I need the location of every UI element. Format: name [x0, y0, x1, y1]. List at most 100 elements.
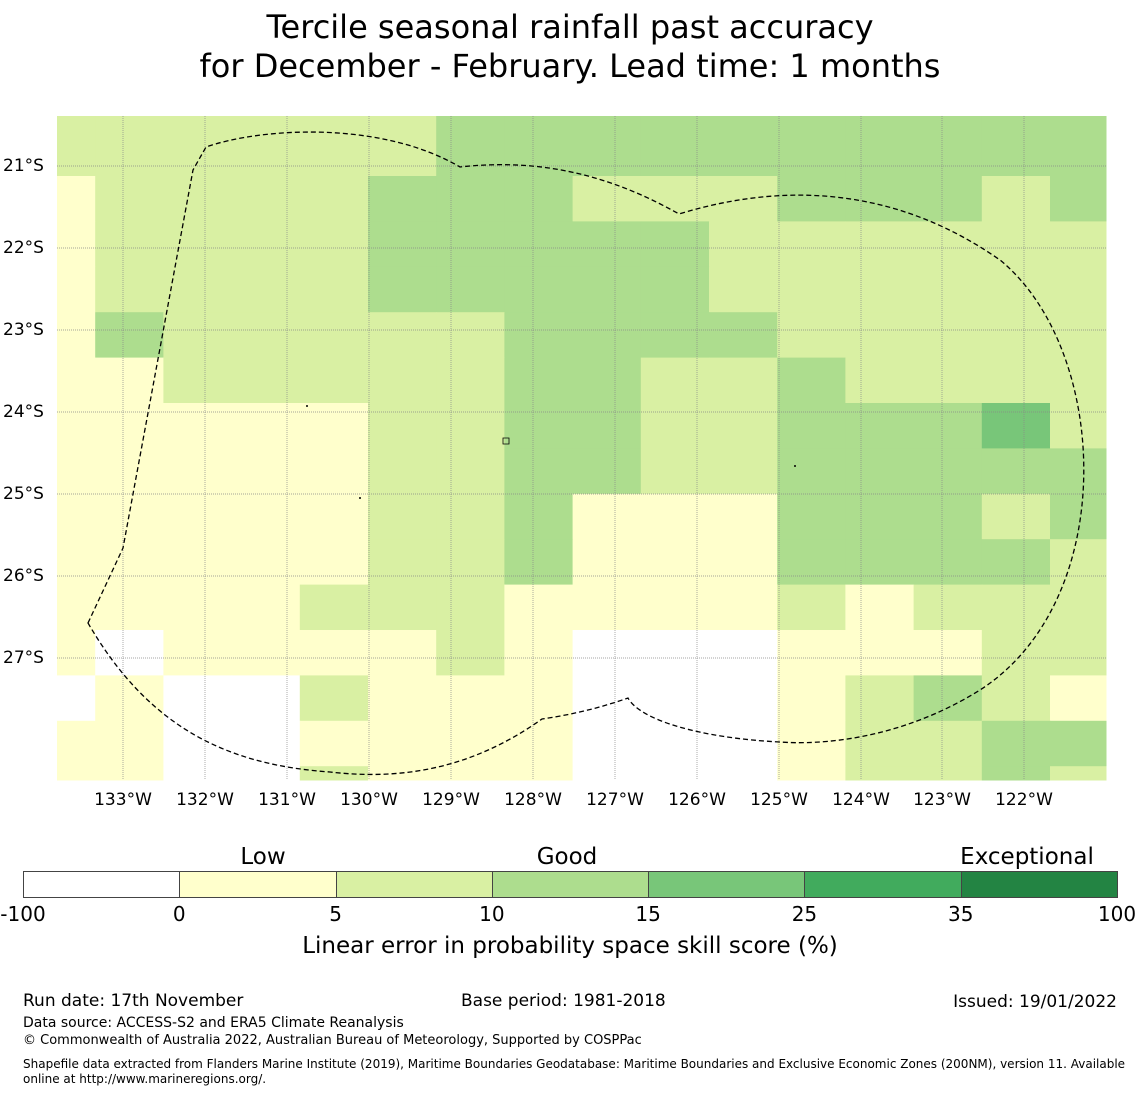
grid-cell [368, 630, 437, 676]
grid-cell [1050, 766, 1107, 781]
grid-cell [845, 221, 915, 268]
grid-cell [913, 312, 983, 359]
grid-cell [368, 584, 437, 631]
grid-cell [436, 116, 505, 177]
grid-cell [504, 312, 574, 359]
grid-cell [95, 493, 164, 540]
grid-cell [231, 403, 301, 449]
grid-cell [57, 357, 96, 404]
grid-cell [163, 493, 233, 540]
grid-cell [95, 720, 164, 767]
latitude-tick-label: 21°S [3, 156, 44, 176]
colorbar-tick-label: 15 [635, 902, 661, 926]
latitude-tick-label: 26°S [3, 566, 44, 586]
grid-cell [981, 675, 1051, 722]
grid-cell [845, 357, 915, 404]
grid-cell [504, 766, 574, 781]
grid-cell [777, 357, 846, 404]
grid-cell [299, 448, 369, 495]
category-exceptional: Exceptional [960, 844, 1094, 870]
grid-cell [504, 675, 574, 722]
grid-cell [436, 720, 505, 767]
colorbar-label: Linear error in probability space skill … [302, 933, 838, 959]
grid-cell [845, 539, 915, 586]
grid-cell [299, 266, 369, 313]
grid-cell [163, 720, 233, 767]
grid-cell [777, 448, 846, 495]
issued-date: Issued: 19/01/2022 [953, 992, 1117, 1012]
grid-cell [709, 720, 778, 767]
grid-cell [299, 720, 369, 767]
grid-cell [640, 221, 710, 268]
colorbar-segment [179, 871, 337, 898]
grid-cell [572, 766, 642, 781]
grid-cell [504, 493, 574, 540]
eez-boundary-line [87, 131, 1085, 776]
grid-cell [436, 675, 505, 722]
island-marker [306, 405, 308, 407]
grid-cell [231, 493, 301, 540]
grid-cell [913, 176, 983, 222]
grid-cell [572, 448, 642, 495]
grid-cell [640, 766, 710, 781]
grid-cell [913, 720, 983, 767]
longitude-tick-label: 124°W [832, 790, 890, 810]
latitude-tick-label: 22°S [3, 238, 44, 258]
grid-cell [368, 116, 437, 177]
grid-cell [436, 176, 505, 222]
grid-cell [640, 584, 710, 631]
grid-cell [95, 403, 164, 449]
longitude-tick-label: 129°W [422, 790, 480, 810]
grid-cell [845, 448, 915, 495]
grid-cell [57, 176, 96, 222]
grid-cell [913, 403, 983, 449]
grid-cell [299, 630, 369, 676]
grid-cell [777, 403, 846, 449]
grid-cell [913, 675, 983, 722]
grid-cell [504, 357, 574, 404]
grid-cell [709, 312, 778, 359]
grid-cell [640, 493, 710, 540]
grid-cell [504, 176, 574, 222]
longitude-tick-label: 132°W [176, 790, 234, 810]
grid-cell [981, 403, 1051, 449]
grid-cell [572, 312, 642, 359]
grid-cell [436, 357, 505, 404]
grid-cell [368, 357, 437, 404]
category-good: Good [536, 844, 598, 870]
grid-cell [299, 116, 369, 177]
grid-cell [981, 584, 1051, 631]
longitude-tick-label: 122°W [995, 790, 1053, 810]
grid-cell [95, 221, 164, 268]
grid-cell [95, 312, 164, 359]
grid-cell [368, 539, 437, 586]
grid-cell [572, 720, 642, 767]
grid-cell [845, 266, 915, 313]
grid-cell [709, 357, 778, 404]
grid-cell [57, 493, 96, 540]
grid-cell [640, 448, 710, 495]
grid-cell [163, 357, 233, 404]
grid-cell [845, 116, 915, 177]
grid-cell [1050, 720, 1107, 767]
grid-cell [231, 357, 301, 404]
grid-cell [777, 493, 846, 540]
grid-cell [299, 675, 369, 722]
grid-cell [913, 448, 983, 495]
grid-cell [709, 448, 778, 495]
grid-cell [436, 221, 505, 268]
grid-cell [95, 675, 164, 722]
grid-cell [436, 766, 505, 781]
grid-cell [572, 266, 642, 313]
grid-cell [436, 312, 505, 359]
grid-cell [231, 720, 301, 767]
grid-cell [299, 176, 369, 222]
grid-cell [57, 266, 96, 313]
grid-cell [95, 766, 164, 781]
longitude-tick-label: 126°W [668, 790, 726, 810]
colorbar-segment [960, 871, 1118, 898]
grid-cell [57, 766, 96, 781]
shapefile-credit-line-2: online at http://www.marineregions.org/. [23, 1072, 267, 1086]
grid-cell [1050, 493, 1107, 540]
grid-cell [163, 766, 233, 781]
